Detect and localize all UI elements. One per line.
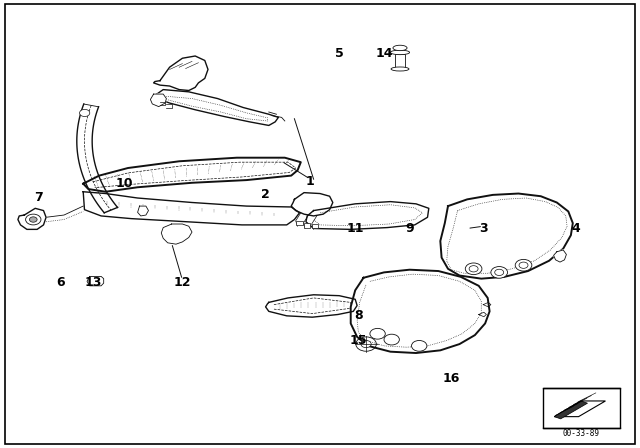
Polygon shape: [150, 94, 166, 107]
Polygon shape: [266, 295, 357, 317]
Polygon shape: [554, 401, 605, 417]
Text: 1: 1: [306, 175, 315, 188]
Bar: [296, 221, 303, 225]
Polygon shape: [351, 270, 490, 353]
Text: 10: 10: [116, 177, 134, 190]
Polygon shape: [18, 208, 46, 229]
Text: 00-33-89: 00-33-89: [563, 429, 600, 438]
Circle shape: [79, 109, 90, 116]
Text: 5: 5: [335, 47, 344, 60]
Polygon shape: [77, 104, 118, 213]
Circle shape: [370, 328, 385, 339]
Text: 7: 7: [34, 190, 43, 204]
Circle shape: [469, 266, 478, 272]
Text: 3: 3: [479, 222, 488, 235]
Circle shape: [491, 267, 508, 278]
Text: 14: 14: [375, 47, 393, 60]
Text: 13: 13: [84, 276, 102, 289]
Circle shape: [384, 334, 399, 345]
Ellipse shape: [390, 50, 410, 55]
Circle shape: [465, 263, 482, 275]
Text: 4: 4: [572, 222, 580, 235]
Polygon shape: [154, 56, 208, 90]
Polygon shape: [83, 158, 301, 192]
Text: 8: 8: [354, 309, 363, 323]
Ellipse shape: [393, 45, 407, 51]
Bar: [543, 388, 620, 428]
Text: 6: 6: [56, 276, 65, 289]
Bar: [304, 223, 310, 228]
Text: 9: 9: [405, 222, 414, 235]
Circle shape: [515, 259, 532, 271]
Circle shape: [361, 340, 371, 348]
Text: 2: 2: [261, 188, 270, 202]
Text: 11: 11: [346, 222, 364, 235]
Circle shape: [26, 214, 41, 225]
Polygon shape: [306, 202, 429, 229]
Bar: [312, 224, 318, 228]
Text: 16: 16: [442, 372, 460, 385]
Polygon shape: [554, 401, 588, 419]
Polygon shape: [87, 276, 104, 286]
Polygon shape: [138, 206, 148, 216]
Polygon shape: [161, 224, 192, 244]
Polygon shape: [440, 194, 573, 279]
Circle shape: [356, 337, 376, 351]
Polygon shape: [554, 250, 566, 262]
Circle shape: [412, 340, 427, 351]
Text: 12: 12: [173, 276, 191, 289]
Polygon shape: [157, 90, 278, 125]
Circle shape: [495, 269, 504, 276]
Bar: [395, 54, 405, 69]
Ellipse shape: [391, 67, 409, 71]
Polygon shape: [83, 192, 300, 225]
Polygon shape: [291, 193, 333, 216]
Text: 15: 15: [349, 334, 367, 347]
Circle shape: [519, 262, 528, 268]
Circle shape: [29, 217, 37, 222]
